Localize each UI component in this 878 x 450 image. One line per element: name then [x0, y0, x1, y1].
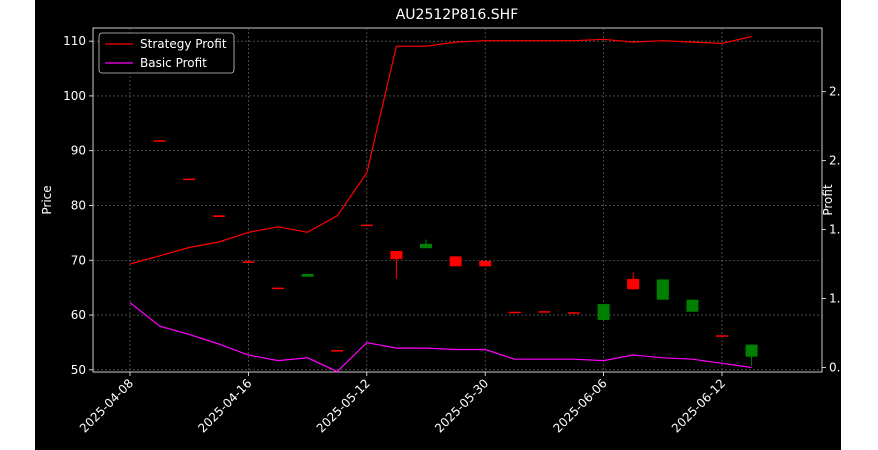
- candle-body: [390, 250, 403, 260]
- x-tick-label: 2025-05-12: [314, 376, 373, 435]
- candle-down: [568, 312, 580, 314]
- candle-body: [301, 273, 314, 277]
- candle-body: [508, 311, 521, 314]
- candle-body: [212, 215, 225, 217]
- candle-body: [331, 350, 344, 352]
- y-axis-left-label: Price: [40, 185, 54, 214]
- profit-lines: [129, 35, 752, 373]
- x-tick-label: 2025-04-16: [195, 376, 254, 435]
- legend-label-basic: Basic Profit: [140, 56, 207, 70]
- candle-body: [272, 287, 284, 290]
- y-axis-left: 50 60 70 80 90 100 110: [63, 34, 93, 377]
- y-left-tick-label: 110: [63, 34, 86, 48]
- candle-body: [597, 304, 610, 320]
- candle-body: [656, 279, 669, 300]
- candle-down: [716, 335, 728, 337]
- candle-up: [686, 299, 699, 312]
- chart-title: AU2512P816.SHF: [396, 7, 519, 23]
- y-right-tick-label: 0.5: [829, 360, 841, 374]
- candle-down: [212, 215, 225, 217]
- y-right-tick-label: 2.5: [829, 85, 841, 99]
- candle-body: [360, 224, 373, 227]
- y-left-tick-label: 50: [71, 363, 86, 377]
- candle-body: [449, 256, 462, 267]
- candle-body: [716, 335, 728, 337]
- candle-down: [272, 287, 284, 290]
- candle-up: [656, 279, 669, 300]
- y-right-tick-label: 1.0: [829, 292, 841, 306]
- candle-down: [183, 178, 196, 181]
- candle-down: [242, 261, 255, 263]
- candle-down: [449, 256, 462, 267]
- candle-down: [479, 260, 492, 267]
- candle-body: [568, 312, 580, 314]
- candle-body: [153, 140, 166, 142]
- y-right-tick-label: 2.0: [829, 154, 841, 168]
- x-tick-label: 2025-06-12: [669, 376, 728, 435]
- candle-down: [331, 350, 344, 352]
- candle-body: [420, 243, 432, 249]
- candle-down: [360, 224, 373, 227]
- candle-down: [153, 140, 166, 142]
- candle-body: [538, 311, 551, 313]
- candle-body: [242, 261, 255, 263]
- x-tick-label: 2025-04-08: [77, 376, 136, 435]
- chart-panel: 50 60 70 80 90 100 110 0.5 1.0 1.5 2.0 2.5 2025-04…: [35, 0, 841, 450]
- y-right-tick-label: 1.5: [829, 223, 841, 237]
- strategy-profit-line: [129, 35, 752, 265]
- candle-up: [745, 344, 758, 366]
- candle-up: [597, 304, 610, 320]
- y-left-tick-label: 90: [71, 144, 86, 158]
- x-tick-label: 2025-05-30: [432, 376, 491, 435]
- y-left-tick-label: 80: [71, 198, 86, 212]
- candle-down: [390, 250, 403, 279]
- candle-body: [627, 278, 640, 290]
- candle-up: [420, 239, 432, 249]
- legend-label-strategy: Strategy Profit: [140, 37, 227, 51]
- y-axis-right-label: Profit: [821, 184, 835, 216]
- candle-down: [508, 311, 521, 314]
- candle-body: [686, 299, 699, 312]
- candle-down: [627, 272, 640, 290]
- y-left-tick-label: 60: [71, 308, 86, 322]
- candle-down: [538, 311, 551, 313]
- x-tick-label: 2025-06-06: [551, 376, 610, 435]
- y-left-tick-label: 100: [63, 89, 86, 103]
- candlestick-chart: 50 60 70 80 90 100 110 0.5 1.0 1.5 2.0 2.5 2025-04…: [40, 7, 841, 435]
- y-axis-right: 0.5 1.0 1.5 2.0 2.5: [822, 85, 841, 374]
- candle-body: [479, 260, 492, 267]
- y-left-tick-label: 70: [71, 253, 86, 267]
- plot-frame: [92, 27, 823, 373]
- candle-up: [301, 273, 314, 277]
- candle-body: [183, 178, 196, 181]
- candle-body: [745, 344, 758, 357]
- legend: Strategy Profit Basic Profit: [98, 32, 235, 74]
- x-axis: 2025-04-08 2025-04-16 2025-05-12 2025-05-30…: [77, 372, 728, 435]
- basic-profit-line: [129, 302, 752, 373]
